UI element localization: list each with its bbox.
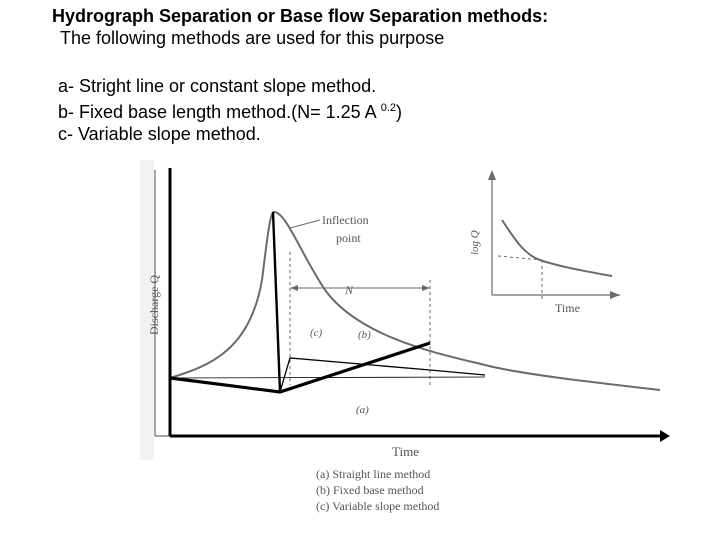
inset-dashed-h (497, 255, 543, 261)
scan-page (140, 160, 485, 535)
inset-y-label: log Q (469, 230, 481, 255)
y-axis-label: Discharge Q (147, 275, 161, 335)
recession-curve (484, 364, 661, 391)
n-arrow-left (290, 285, 298, 291)
variable-slope-overlay (279, 357, 486, 393)
slide-intro: The following methods are used for this … (60, 28, 445, 48)
legend-item-b: (b) Fixed base method (316, 483, 424, 497)
tag-b: (b) (358, 329, 371, 341)
n-label: N (344, 283, 354, 297)
tag-a: (a) (356, 404, 369, 416)
method-a: a- Stright line or constant slope method… (58, 76, 377, 96)
method-b-text: b- Fixed base length method.(N= 1.25 A (58, 102, 381, 122)
peak-marker-line (271, 211, 282, 393)
method-c: c- Variable slope method. (58, 124, 261, 144)
tag-c: (c) (310, 327, 323, 339)
n-arrow-right (422, 285, 430, 291)
x-axis-label: Time (392, 444, 419, 459)
method-b-exponent: 0.2 (380, 102, 396, 114)
inset-curve (501, 219, 613, 277)
inflection-label-2: point (336, 231, 361, 245)
scan-edge (140, 160, 154, 460)
inflection-leader (289, 219, 321, 229)
inset-y-arrow (488, 170, 496, 180)
straight-line-overlay (169, 376, 486, 379)
legend-item-a: (a) Straight line method (316, 467, 430, 481)
inflection-label-1: Inflection (322, 213, 369, 227)
inset-x-label: Time (555, 301, 580, 315)
inset-x-arrow (610, 291, 620, 299)
method-b-close: ) (396, 102, 402, 122)
method-b: b- Fixed base length method.(N= 1.25 A 0… (58, 97, 402, 123)
hydrograph-figure: Inflection point N (c) (b) (a) Discharge… (140, 160, 680, 535)
legend-item-c: (c) Variable slope method (316, 499, 439, 513)
slide-heading: Hydrograph Separation or Base flow Separ… (52, 6, 549, 26)
x-axis-arrow (660, 430, 670, 442)
hydrograph-diagram: Inflection point N (c) (b) (a) Discharge… (140, 160, 670, 535)
methods-list: a- Stright line or constant slope method… (58, 75, 402, 145)
